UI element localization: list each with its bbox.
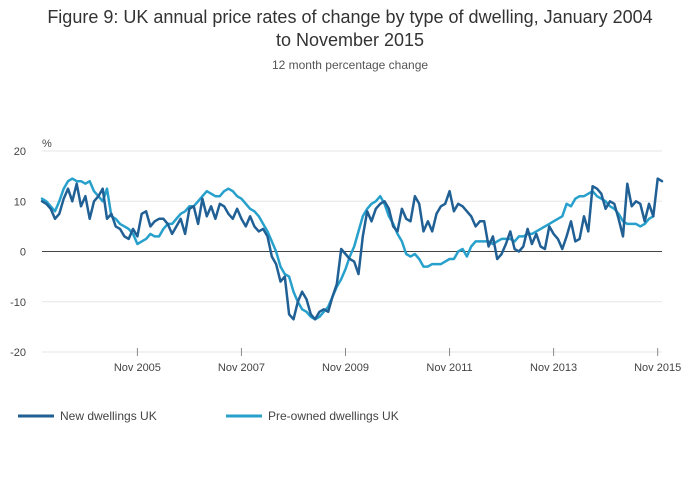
series-line-new-dwellings-uk <box>40 177 664 321</box>
chart-title-line-2: to November 2015 <box>276 30 424 50</box>
x-tick-label: Nov 2013 <box>530 362 577 374</box>
chart-subtitle: 12 month percentage change <box>272 58 428 72</box>
legend-label-new-dwellings-uk: New dwellings UK <box>60 409 157 423</box>
x-axis: Nov 2005 Nov 2007 Nov 2009 Nov 2011 Nov 2013… <box>114 348 681 374</box>
series-line-pre-owned-dwellings-uk <box>40 177 655 321</box>
x-tick-label: Nov 2011 <box>426 362 472 374</box>
y-tick-label: 20 <box>14 146 26 158</box>
y-tick-label: 10 <box>14 196 26 208</box>
legend: New dwellings UK Pre-owned dwellings UK <box>18 409 399 423</box>
x-tick-label: Nov 2009 <box>322 362 369 374</box>
x-tick-label: Nov 2005 <box>114 362 161 374</box>
y-tick-label: -20 <box>10 347 26 359</box>
legend-label-pre-owned-dwellings-uk: Pre-owned dwellings UK <box>268 409 399 423</box>
y-tick-label: -10 <box>10 297 26 309</box>
y-axis: 20 10 0 -10 -20 <box>10 146 26 359</box>
series-lines <box>40 177 664 321</box>
y-tick-label: 0 <box>20 247 26 259</box>
chart-title-line-1: Figure 9: UK annual price rates of chang… <box>47 7 652 27</box>
x-tick-label: Nov 2007 <box>218 362 265 374</box>
x-tick-label: Nov 2015 <box>634 362 681 374</box>
y-axis-unit-label: % <box>42 138 52 150</box>
